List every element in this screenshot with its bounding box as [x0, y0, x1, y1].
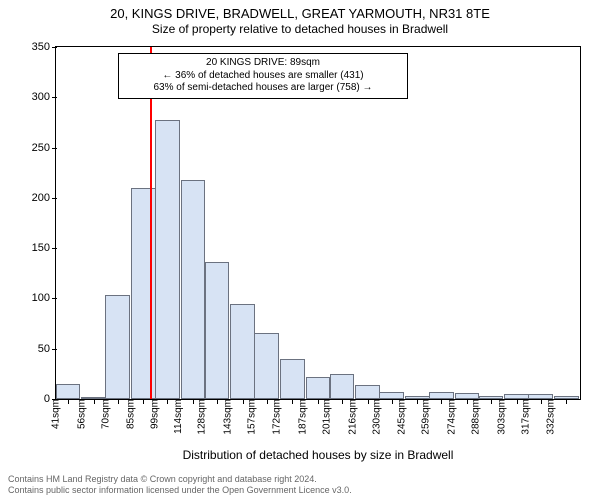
y-tick-label: 250: [32, 142, 56, 154]
y-tick-label: 100: [32, 292, 56, 304]
y-tick-label: 200: [32, 192, 56, 204]
x-tick-label: 70sqm: [94, 399, 111, 429]
x-tick-label: 128sqm: [191, 399, 208, 435]
x-tick-label: 157sqm: [240, 399, 257, 435]
x-tick-label: 274sqm: [441, 399, 458, 435]
y-tick-label: 150: [32, 242, 56, 254]
histogram-bar: [379, 392, 404, 399]
x-tick-label: 85sqm: [120, 399, 137, 429]
chart-sub-title: Size of property relative to detached ho…: [0, 22, 600, 36]
y-tick-label: 50: [38, 343, 56, 355]
annotation-line-2: ← 36% of detached houses are smaller (43…: [125, 70, 401, 83]
x-tick-label: 41sqm: [44, 399, 61, 429]
histogram-plot: 20 KINGS DRIVE: 89sqm ← 36% of detached …: [55, 46, 581, 400]
x-tick-label: 56sqm: [70, 399, 87, 429]
x-tick-label: 332sqm: [540, 399, 557, 435]
x-tick-label: 172sqm: [266, 399, 283, 435]
histogram-bar: [254, 333, 279, 399]
x-tick-mark: [118, 399, 119, 404]
chart-main-title: 20, KINGS DRIVE, BRADWELL, GREAT YARMOUT…: [0, 0, 600, 22]
histogram-bar: [155, 120, 180, 399]
x-tick-label: 187sqm: [292, 399, 309, 435]
x-tick-label: 99sqm: [144, 399, 161, 429]
histogram-bar: [330, 374, 355, 399]
x-tick-mark: [566, 399, 567, 404]
annotation-line-1: 20 KINGS DRIVE: 89sqm: [125, 57, 401, 70]
annotation-box: 20 KINGS DRIVE: 89sqm ← 36% of detached …: [118, 53, 408, 99]
x-tick-label: 288sqm: [465, 399, 482, 435]
x-tick-label: 317sqm: [514, 399, 531, 435]
histogram-bar: [205, 262, 230, 399]
footer-line-2: Contains public sector information licen…: [8, 485, 592, 496]
histogram-bar: [181, 180, 206, 399]
histogram-bar: [105, 295, 130, 399]
bars-layer: [56, 47, 580, 399]
subject-property-marker: [150, 47, 152, 399]
x-tick-label: 303sqm: [490, 399, 507, 435]
x-tick-label: 259sqm: [415, 399, 432, 435]
annotation-line-3: 63% of semi-detached houses are larger (…: [125, 82, 401, 95]
x-tick-label: 245sqm: [391, 399, 408, 435]
x-tick-label: 114sqm: [167, 399, 184, 434]
histogram-bar: [355, 385, 380, 399]
histogram-bar: [429, 392, 454, 399]
histogram-bar: [230, 304, 255, 399]
histogram-bar: [306, 377, 331, 399]
x-tick-label: 230sqm: [365, 399, 382, 435]
footer-attribution: Contains HM Land Registry data © Crown c…: [0, 474, 600, 497]
x-tick-mark: [68, 399, 69, 404]
histogram-bar: [56, 384, 81, 399]
y-tick-label: 300: [32, 91, 56, 103]
x-tick-label: 143sqm: [216, 399, 233, 435]
x-tick-label: 216sqm: [341, 399, 358, 435]
x-axis-label: Distribution of detached houses by size …: [55, 448, 581, 462]
footer-line-1: Contains HM Land Registry data © Crown c…: [8, 474, 592, 485]
histogram-bar: [280, 359, 305, 399]
x-tick-label: 201sqm: [316, 399, 333, 435]
y-tick-label: 350: [32, 41, 56, 53]
